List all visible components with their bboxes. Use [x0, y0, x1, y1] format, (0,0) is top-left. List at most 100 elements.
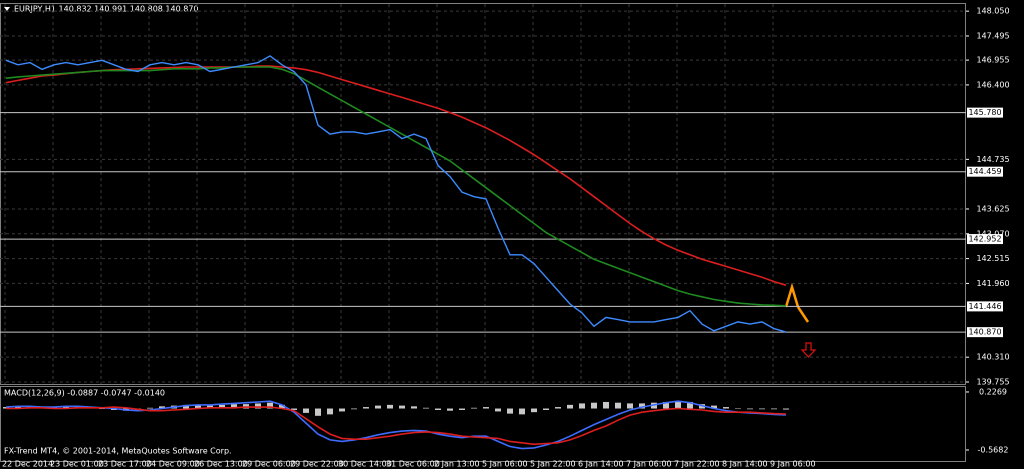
histogram-bar	[615, 402, 621, 409]
histogram-bar	[159, 406, 165, 409]
x-tick-label: 5 Jan 06:00	[482, 460, 528, 469]
histogram-bar	[447, 408, 453, 411]
macd-title: MACD(12,26,9) -0.0887 -0.0747 -0.0140	[4, 389, 165, 398]
x-tick-label: 30 Dec 14:00	[338, 460, 392, 469]
histogram-bar	[471, 407, 477, 409]
level-label: 145.780	[968, 108, 1001, 117]
x-tick-label: 23 Dec 01:00	[50, 460, 104, 469]
y-tick-label: 146.400	[976, 80, 1009, 89]
histogram-bar	[99, 408, 105, 410]
level-label: 140.870	[968, 328, 1001, 337]
histogram-bar	[147, 407, 153, 409]
histogram-bar	[255, 403, 261, 409]
histogram-bar	[231, 404, 237, 409]
level-label-box	[967, 301, 1003, 312]
x-tick-label: 22 Dec 2014	[2, 460, 53, 469]
histogram-bar	[663, 401, 669, 409]
copyright: FX-Trend MT4, © 2001-2014, MetaQuotes So…	[4, 447, 232, 456]
histogram-bar	[783, 408, 789, 410]
histogram-bar	[771, 408, 777, 410]
x-tick-label: 24 Dec 09:00	[146, 460, 200, 469]
histogram-bar	[423, 407, 429, 409]
level-label-box	[967, 327, 1003, 338]
histogram-bar	[483, 407, 489, 409]
histogram-bar	[291, 408, 297, 410]
y-tick-label: 140.310	[976, 353, 1009, 362]
y-tick-label: -0.5682	[978, 445, 1009, 454]
series-line	[5, 65, 787, 286]
histogram-bar	[603, 401, 609, 409]
histogram-bar	[711, 405, 717, 409]
x-tick-label: 6 Jan 14:00	[578, 460, 624, 469]
level-label-box	[967, 234, 1003, 245]
histogram-bar	[579, 403, 585, 409]
histogram-bar	[15, 406, 21, 409]
histogram-bar	[687, 401, 693, 409]
histogram-bar	[339, 408, 345, 412]
histogram-bar	[63, 406, 69, 409]
macd-panel-frame	[0, 386, 966, 462]
series-line	[5, 55, 787, 333]
histogram-bar	[555, 407, 561, 409]
x-tick-label: 7 Jan 06:00	[626, 460, 672, 469]
level-label: 141.446	[968, 302, 1001, 311]
y-tick-label: 139.755	[976, 377, 1009, 386]
histogram-bar	[195, 404, 201, 409]
zigzag	[784, 282, 810, 323]
x-tick-label: 8 Jan 14:00	[722, 460, 768, 469]
histogram-bar	[387, 404, 393, 409]
series-line	[6, 406, 787, 446]
y-tick-label: 143.070	[976, 229, 1009, 238]
histogram-bar	[747, 408, 753, 410]
x-tick-label: 9 Jan 06:00	[770, 460, 816, 469]
histogram-bar	[639, 403, 645, 409]
x-tick-label: 29 Dec 06:00	[242, 460, 296, 469]
histogram-bar	[219, 404, 225, 409]
y-tick-label: 141.960	[976, 279, 1009, 288]
histogram-bar	[459, 408, 465, 410]
y-tick-label: 0.2269	[979, 387, 1007, 396]
y-tick-label: 147.495	[976, 31, 1009, 40]
level-label: 144.459	[968, 167, 1001, 176]
x-tick-label: 29 Dec 22:00	[290, 460, 344, 469]
series-line	[5, 400, 787, 450]
price-panel-frame	[0, 3, 966, 385]
histogram-bar	[315, 408, 321, 416]
histogram-bar	[411, 406, 417, 409]
histogram-bar	[519, 408, 525, 415]
histogram-bar	[495, 408, 501, 412]
y-tick-label: 142.515	[976, 254, 1009, 263]
histogram-bar	[279, 404, 285, 409]
histogram-bar	[351, 408, 357, 410]
histogram-bar	[363, 407, 369, 409]
histogram-bar	[183, 404, 189, 409]
histogram-bar	[507, 408, 513, 414]
histogram-bar	[675, 401, 681, 409]
y-tick-label: 143.625	[976, 204, 1009, 213]
x-tick-label: 7 Jan 22:00	[674, 460, 720, 469]
histogram-bar	[591, 402, 597, 409]
chart-title: EURJPY,H1 140.832 140.991 140.808 140.87…	[14, 5, 199, 14]
x-tick-label: 5 Jan 22:00	[530, 460, 576, 469]
histogram-bar	[399, 405, 405, 409]
histogram-bar	[735, 408, 741, 410]
y-tick-label: 148.050	[976, 7, 1009, 16]
histogram-bar	[267, 402, 273, 409]
y-tick-label: 146.955	[976, 56, 1009, 65]
y-tick-label: 144.735	[976, 155, 1009, 164]
histogram-bar	[759, 408, 765, 410]
histogram-bar	[543, 408, 549, 410]
histogram-bar	[567, 404, 573, 409]
menu-arrow[interactable]	[4, 7, 10, 11]
x-tick-label: 31 Dec 06:00	[386, 460, 440, 469]
histogram-bar	[723, 407, 729, 409]
x-tick-label: 2 Jan 13:00	[434, 460, 480, 469]
level-label-box	[967, 107, 1003, 118]
x-tick-label: 23 Dec 17:00	[98, 460, 152, 469]
histogram-bar	[303, 408, 309, 413]
histogram-bar	[327, 408, 333, 415]
histogram-bar	[435, 408, 441, 410]
